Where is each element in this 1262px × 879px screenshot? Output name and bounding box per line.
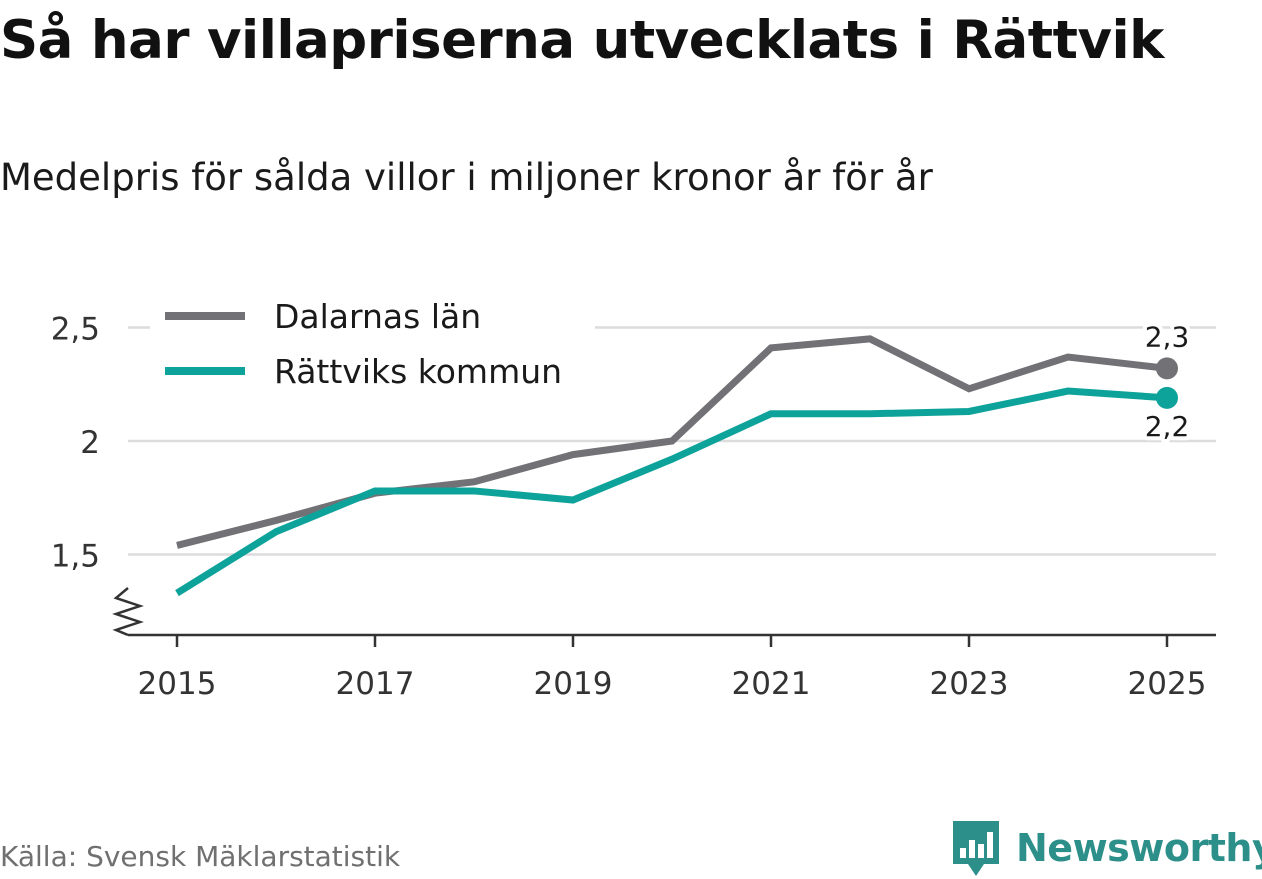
source-note: Källa: Svensk Mäklarstatistik — [0, 840, 401, 873]
x-tick-label: 2015 — [138, 666, 217, 702]
axis-break-zigzag — [112, 587, 144, 637]
end-label-0: 2,3 — [1145, 320, 1190, 353]
legend-label-1: Rättviks kommun — [274, 352, 562, 391]
newsworthy-logo: Newsworthy — [950, 818, 1262, 878]
x-tick-label: 2023 — [930, 666, 1009, 702]
legend-background — [150, 290, 595, 400]
newsworthy-bars-icon — [953, 821, 999, 876]
series-line-1 — [175, 387, 1168, 597]
series-end-marker-0 — [1156, 357, 1178, 380]
end-label-1: 2,2 — [1145, 410, 1190, 443]
end-label-halo: 2,2 — [1145, 410, 1190, 443]
x-tick-label: 2017 — [336, 666, 415, 702]
x-tick-label: 2021 — [732, 666, 811, 702]
x-tick-label: 2025 — [1128, 666, 1207, 702]
end-label-halo: 2,3 — [1145, 320, 1190, 353]
series-end-marker-1 — [1156, 386, 1178, 409]
y-tick-label: 2 — [80, 425, 100, 461]
chart-subtitle: Medelpris för sålda villor i miljoner kr… — [0, 156, 933, 199]
chart-title: Så har villapriserna utvecklats i Rättvi… — [0, 10, 1164, 71]
y-tick-label: 2,5 — [51, 312, 100, 348]
brand-name: Newsworthy — [1016, 826, 1262, 870]
y-tick-label: 1,5 — [51, 539, 100, 575]
legend-label-0: Dalarnas län — [274, 297, 481, 336]
x-tick-label: 2019 — [534, 666, 613, 702]
